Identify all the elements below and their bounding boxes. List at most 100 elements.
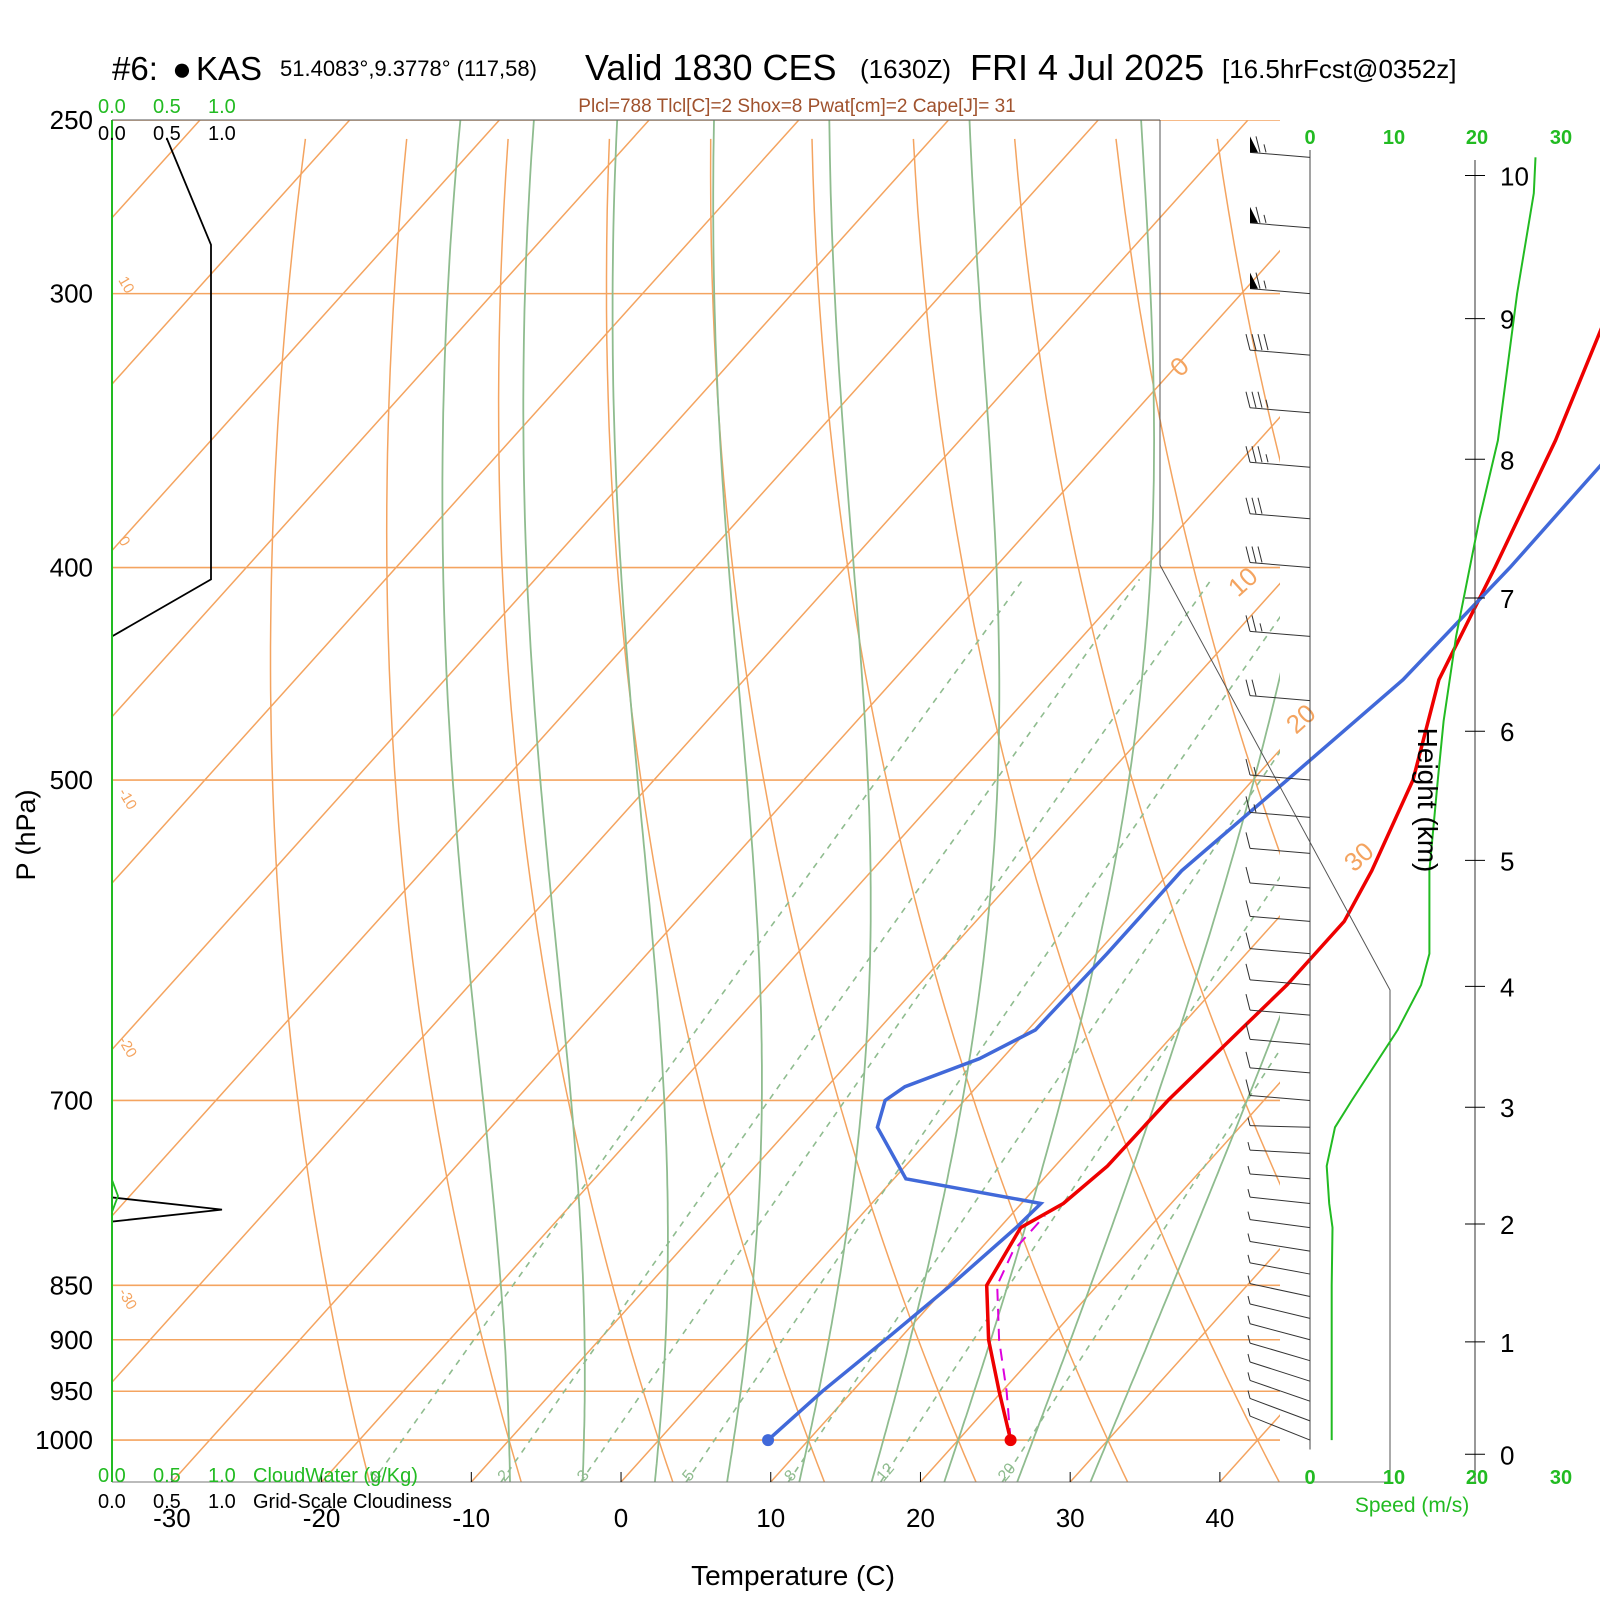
- wind-barb-300: [1249, 272, 1311, 295]
- wind-barb-flag: [1250, 272, 1258, 289]
- wind-barb-half: [1247, 1372, 1251, 1381]
- temperature-tick-10: 10: [756, 1503, 785, 1533]
- cloudwater-tick-bottom-0: 0.0: [98, 1465, 126, 1487]
- wind-barb-940: [1247, 1353, 1311, 1382]
- wind-barb-half: [1247, 1117, 1251, 1126]
- valid-time: Valid 1830 CES: [585, 47, 837, 88]
- wind-barb-full: [1245, 333, 1251, 351]
- wind-barb-staff: [1249, 1149, 1311, 1154]
- height-tick-2: 2: [1500, 1210, 1514, 1240]
- wind-barb-half: [1265, 454, 1269, 463]
- wind-barb-staff: [1249, 1219, 1311, 1229]
- cloudwater-tick-top-0: 0.0: [98, 96, 126, 118]
- wind-barb-360: [1245, 446, 1311, 468]
- dry-adiabat-label-0: 0: [115, 534, 134, 550]
- wind-barb-staff: [1249, 630, 1311, 637]
- speed-tick-bottom-0: 0: [1304, 1467, 1315, 1489]
- cloudiness-label: Grid-Scale Cloudiness: [253, 1491, 452, 1513]
- speed-tick-top-30: 30: [1550, 127, 1572, 149]
- wind-barb-880: [1247, 1295, 1311, 1319]
- height-tick-6: 6: [1500, 717, 1514, 747]
- wind-barb-half: [1263, 144, 1267, 153]
- wind-barb-half: [1259, 623, 1263, 632]
- wind-barb-620: [1245, 963, 1311, 986]
- moist-adiabat--10: [441, 120, 511, 1482]
- isotherm--40: [112, 120, 1249, 1384]
- cloudiness-tick-top-2: 1.0: [208, 123, 236, 145]
- wind-barb-staff: [1249, 1323, 1311, 1341]
- speed-tick-top-10: 10: [1383, 127, 1405, 149]
- cloudwater-tick-bottom-2: 1.0: [208, 1465, 236, 1487]
- isotherm-10: [770, 915, 1280, 1482]
- wind-barb-full: [1255, 136, 1261, 153]
- wind-barb-680: [1245, 1051, 1311, 1074]
- wind-barb-staff: [1249, 1379, 1311, 1402]
- wind-barb-full: [1245, 866, 1251, 884]
- height-tick-0: 0: [1500, 1440, 1514, 1470]
- dry-adiabat-40: [912, 138, 1280, 1482]
- wind-barb-520: [1245, 796, 1311, 818]
- wind-barb-half: [1247, 1390, 1251, 1399]
- wind-barb-full: [1257, 391, 1263, 408]
- moist-adiabat-30: [1089, 1014, 1280, 1482]
- valid-zulu: (1630Z): [860, 54, 951, 84]
- wind-barb-flag: [1250, 136, 1258, 153]
- height-tick-9: 9: [1500, 305, 1514, 335]
- wind-barb-full: [1245, 615, 1251, 632]
- dry-adiabat-label--20: -20: [115, 1034, 141, 1061]
- wind-speed-profile: [1325, 157, 1537, 1441]
- wind-barb-920: [1247, 1334, 1311, 1362]
- wind-barb-staff: [1249, 1361, 1311, 1382]
- wind-barb-staff: [1249, 461, 1311, 468]
- wind-barb-staff: [1249, 1415, 1311, 1441]
- wind-barb-staff: [1249, 151, 1311, 158]
- wind-barb-staff: [1249, 1303, 1311, 1319]
- wind-barb-staff: [1249, 774, 1311, 781]
- wind-barb-full: [1257, 497, 1263, 514]
- dry-adiabat-80: [1319, 139, 1600, 1482]
- isotherm--50: [112, 120, 1099, 1217]
- wind-barb-full: [1245, 679, 1251, 696]
- wind-barb-staff: [1249, 288, 1311, 295]
- wind-barb-460: [1245, 679, 1311, 702]
- temperature-tick--20: -20: [303, 1503, 341, 1533]
- pressure-tick-300: 300: [50, 279, 93, 309]
- wind-barb-staff: [1249, 1038, 1311, 1045]
- moist-adiabat-20: [943, 120, 1156, 1482]
- wind-barb-half: [1247, 1407, 1251, 1417]
- wind-barb-full: [1245, 758, 1251, 776]
- mixing-ratio-12: [879, 875, 1280, 1482]
- wind-barb-half: [1247, 1211, 1251, 1220]
- wind-barb-staff: [1249, 915, 1311, 922]
- pressure-tick-900: 900: [50, 1325, 93, 1355]
- wind-barb-half: [1247, 1254, 1251, 1263]
- side-panels: [1245, 136, 1537, 1450]
- wind-barb-staff: [1249, 1196, 1311, 1204]
- wind-barb-full: [1251, 333, 1257, 351]
- wind-barb-260: [1249, 136, 1311, 158]
- pressure-tick-250: 250: [50, 105, 93, 135]
- wind-barb-flag: [1250, 206, 1258, 223]
- moist-adiabat-10: [798, 120, 872, 1482]
- height-tick-10: 10: [1500, 161, 1529, 191]
- wind-barb-640: [1245, 993, 1311, 1016]
- wind-barb-full: [1245, 446, 1251, 463]
- temperature-tick-30: 30: [1056, 1503, 1085, 1533]
- wind-barb-full: [1251, 391, 1257, 408]
- wind-barb-staff: [1249, 882, 1311, 889]
- wind-barb-half: [1265, 399, 1269, 408]
- station-number: #6:: [112, 50, 158, 87]
- moist-adiabat--5: [522, 120, 586, 1482]
- mixing-ratio-1: [371, 578, 1024, 1482]
- station-id: KAS: [196, 50, 262, 87]
- cloudwater-tick-top-2: 1.0: [208, 96, 236, 118]
- moist-adiabat-0: [611, 120, 669, 1482]
- wind-barb-staff: [1249, 407, 1311, 414]
- right-frame-line: [1159, 120, 1391, 1482]
- wind-barb-half: [1247, 1165, 1251, 1175]
- cloudwater-tick-top-1: 0.5: [153, 96, 181, 118]
- speed-tick-bottom-10: 10: [1383, 1467, 1405, 1489]
- wind-barb-780: [1247, 1188, 1311, 1204]
- wind-barb-full: [1251, 615, 1257, 632]
